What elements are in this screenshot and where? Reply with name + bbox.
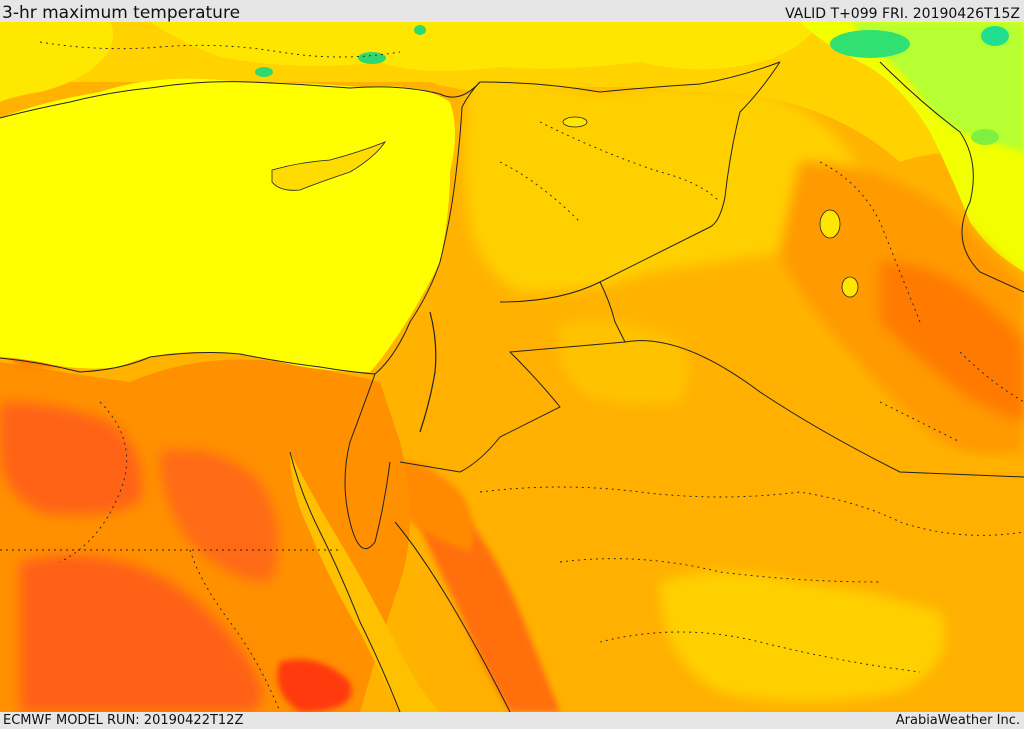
map-title: 3-hr maximum temperature [2,3,241,23]
egypt-red-zone-1 [0,402,142,516]
cyprus [271,141,387,191]
syria-iraq-border [499,61,781,303]
lake-tharthar [819,209,841,239]
green-spot-6 [971,129,999,145]
lake-assad [562,116,588,128]
model-run-label: ECMWF MODEL RUN: 20190422T12Z [3,713,244,728]
mediterranean-sea [0,78,455,373]
iraq-iran-border [879,61,1024,293]
credit-label: ArabiaWeather Inc. [895,713,1020,728]
egypt-deep-red [277,659,352,712]
green-spot-5 [414,25,426,35]
green-spot-1 [981,26,1009,46]
map-canvas [0,22,1024,712]
syria-yellow-zone [465,80,860,292]
north-bright-zone [150,22,820,71]
temperature-map[interactable] [0,22,1024,712]
dead-sea-jordan [419,311,437,433]
valid-time-label: VALID T+099 FRI. 20190426T15Z [785,6,1020,22]
green-spot-3 [358,52,386,64]
header-bar: 3-hr maximum temperature VALID T+099 FRI… [0,0,1024,23]
internal-boundaries [0,41,1024,712]
jordan-saudi-border [399,341,626,473]
syria-turkey-border [479,61,781,93]
lake-razzaza [841,276,859,298]
footer-bar: ECMWF MODEL RUN: 20190422T12Z ArabiaWeat… [0,712,1024,729]
mediterranean-coastline [0,81,481,375]
gulf-of-suez-coast [344,373,391,550]
iraq-saudi-border [624,340,1024,478]
saudi-yellow-patch-2 [557,319,690,406]
saudi-yellow-patch [660,572,945,702]
egypt-red-zone-3 [160,450,278,582]
turkey-south-coastline [0,81,481,119]
green-spot-2 [830,30,910,58]
red-sea-east-coast [394,521,511,712]
egypt-red-zone-2 [20,555,263,712]
aegean-sea [0,22,114,102]
jordan-iraq-border [599,281,626,343]
iran-red-zone [880,262,1024,422]
green-spot-4 [255,67,273,77]
red-sea-west-coast [289,451,401,712]
